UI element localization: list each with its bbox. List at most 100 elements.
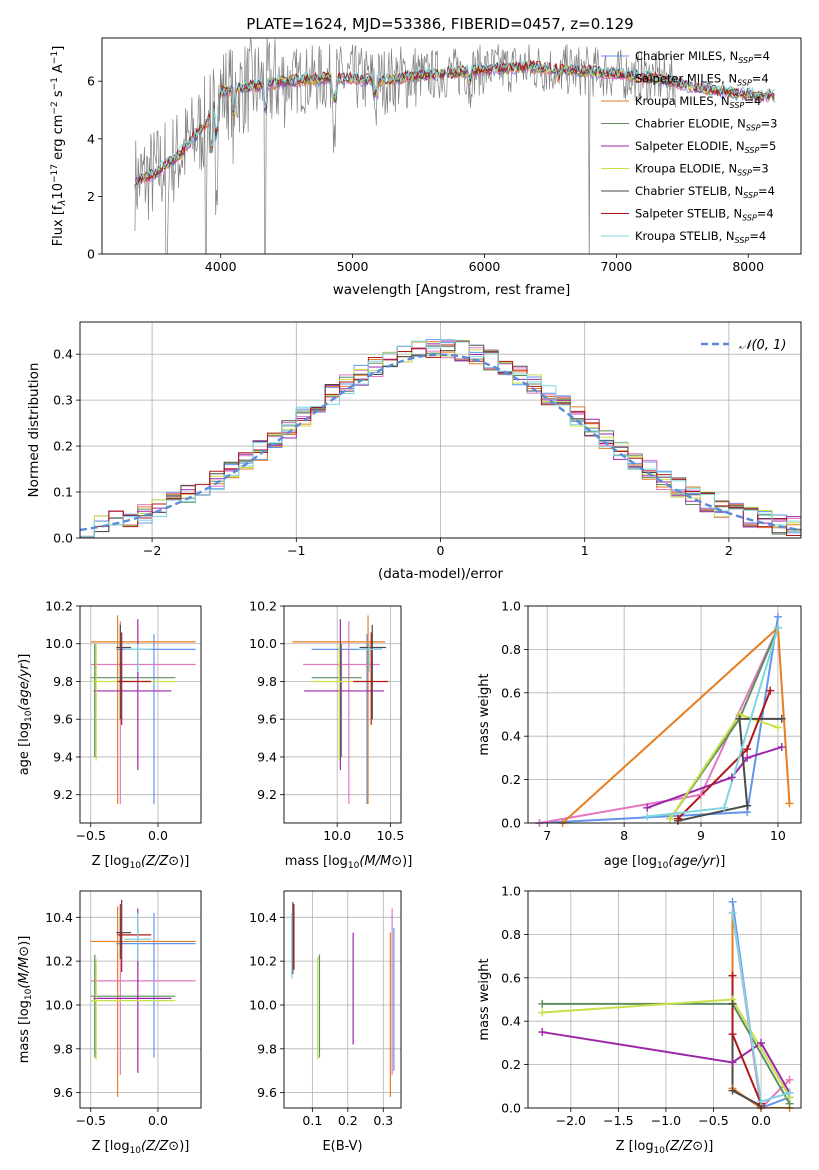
axis-label-part: ⊙)] <box>391 854 412 869</box>
model-line <box>134 59 775 186</box>
axis-label-part: (Z/Z <box>665 1139 693 1154</box>
y-tick-label: 10.0 <box>249 997 277 1012</box>
x-tick-label: 8000 <box>732 259 764 274</box>
x-tick-label: −0.5 <box>76 828 106 843</box>
weight-marker <box>728 1058 737 1067</box>
y-tick-label: 9.6 <box>53 712 73 727</box>
y-label-part: s <box>51 90 66 101</box>
grid <box>80 605 201 823</box>
x-tick-label: 0.3 <box>373 1113 393 1128</box>
panel-weight-vs-age: 7 8 9 10 0.0 0.2 0.4 0.6 0.8 1.0 mass weight age [l… <box>477 599 802 871</box>
legend-value: =4 <box>752 72 769 86</box>
y-axis-label: Flux [fλ10−17 erg cm−2 s−1 A−1] <box>50 46 68 247</box>
weight-marker <box>728 1030 737 1039</box>
y-tick-label: 10.2 <box>45 954 73 969</box>
weight-marker <box>643 803 652 812</box>
x-tick-label: 1 <box>581 543 589 558</box>
gaussian-curve <box>80 353 801 532</box>
plot-area <box>539 616 791 823</box>
x-tick-label: 9 <box>697 828 705 843</box>
legend: 𝒩(0, 1) <box>701 338 786 353</box>
y-tick-label: 9.8 <box>53 674 73 689</box>
grid <box>284 605 401 823</box>
legend-sub: SSP <box>737 79 752 88</box>
weight-marker <box>743 801 752 810</box>
y-tick-label: 1.0 <box>501 599 521 614</box>
weight-marker <box>785 799 794 808</box>
y-tick-label: 0.3 <box>53 393 73 408</box>
x-tick-label: 0.0 <box>751 1113 771 1128</box>
y-label-sup: −1 <box>50 51 60 64</box>
y-axis-label: age [log10(age/yr)] <box>17 654 34 776</box>
y-tick-label: 0.2 <box>501 1057 521 1072</box>
axis-label-part: ⊙)] <box>168 854 189 869</box>
legend-label: Chabrier ELODIE, NSSP=3 <box>635 117 777 133</box>
legend-value: =3 <box>752 162 769 176</box>
plot-area <box>80 338 801 538</box>
y-tick-label: 0.8 <box>501 642 521 657</box>
weight-marker <box>773 623 782 632</box>
y-tick-label: 0.0 <box>501 816 521 831</box>
y-tick-label: 9.8 <box>257 1041 277 1056</box>
y-tick-label: 0.0 <box>53 531 73 546</box>
legend-sub: SSP <box>746 124 761 133</box>
x-tick-label: 4000 <box>205 259 237 274</box>
axis-label-part: ⊙)] <box>692 1139 713 1154</box>
axes-frame <box>79 605 202 824</box>
legend-value: =3 <box>761 117 778 131</box>
y-tick-label: 9.6 <box>257 712 277 727</box>
y-tick-label: 10.2 <box>249 599 277 614</box>
axis-label-part: ⊙)] <box>168 1139 189 1154</box>
y-tick-label: 0 <box>87 247 95 262</box>
y-tick-label: 0.0 <box>501 1101 521 1116</box>
y-tick-label: 9.2 <box>53 787 73 802</box>
legend-sub: SSP <box>737 169 752 178</box>
x-axis-label: (data-model)/error <box>378 566 504 582</box>
axis-label-sub: 10 <box>348 861 360 871</box>
y-tick-label: 0.2 <box>53 439 73 454</box>
weight-marker <box>728 897 737 906</box>
y-label-sub: λ <box>57 200 68 207</box>
y-tick-label: 1.0 <box>501 884 521 899</box>
x-tick-label: 10.5 <box>376 828 404 843</box>
figure-title: PLATE=1624, MJD=53386, FIBERID=0457, z=0… <box>246 15 633 33</box>
model-line <box>134 60 775 187</box>
panel-mass-vs-ebv: 0.1 0.2 0.3 9.6 9.8 10.0 10.2 10.4 E(B-V) <box>249 890 402 1154</box>
model-line <box>134 59 775 185</box>
legend-label: Chabrier STELIB, NSSP=4 <box>635 184 775 200</box>
grid <box>80 891 201 1108</box>
x-tick-label: 0.0 <box>148 1113 168 1128</box>
y-tick-label: 0.1 <box>53 485 73 500</box>
weight-marker <box>757 1038 766 1047</box>
axes-frame <box>79 321 802 539</box>
y-tick-label: 0.8 <box>501 927 521 942</box>
legend-sub: SSP <box>735 236 750 245</box>
y-label-part: ] <box>51 46 66 51</box>
model-line <box>134 60 775 187</box>
axis-label-sub: 10 <box>654 1146 666 1156</box>
weight-marker <box>727 773 736 782</box>
x-tick-label: −1.5 <box>603 1113 633 1128</box>
weight-marker <box>777 714 786 723</box>
x-tick-label: −2.0 <box>556 1113 586 1128</box>
y-tick-label: 10.0 <box>45 997 73 1012</box>
weight-marker <box>743 753 752 762</box>
weight-marker <box>673 814 682 823</box>
weight-marker <box>785 1088 794 1097</box>
x-tick-label: 5000 <box>337 259 369 274</box>
axis-label-sub: 10 <box>130 1146 142 1156</box>
x-axis-label: Z [log10(Z/Z⊙)] <box>92 1139 190 1156</box>
legend-value: =4 <box>753 49 770 63</box>
axes-frame <box>527 890 802 1109</box>
weight-marker <box>666 814 675 823</box>
weight-marker <box>538 999 547 1008</box>
legend-label: Kroupa ELODIE, NSSP=3 <box>635 162 769 178</box>
axis-label-sub: 10 <box>24 710 34 722</box>
y-tick-label: 9.6 <box>257 1085 277 1100</box>
y-tick-label: 0.6 <box>501 685 521 700</box>
legend-label: Kroupa MILES, NSSP=4 <box>635 94 761 110</box>
plot-area <box>134 38 775 254</box>
x-tick-label: 10.0 <box>323 828 351 843</box>
y-tick-label: 10.2 <box>45 599 73 614</box>
